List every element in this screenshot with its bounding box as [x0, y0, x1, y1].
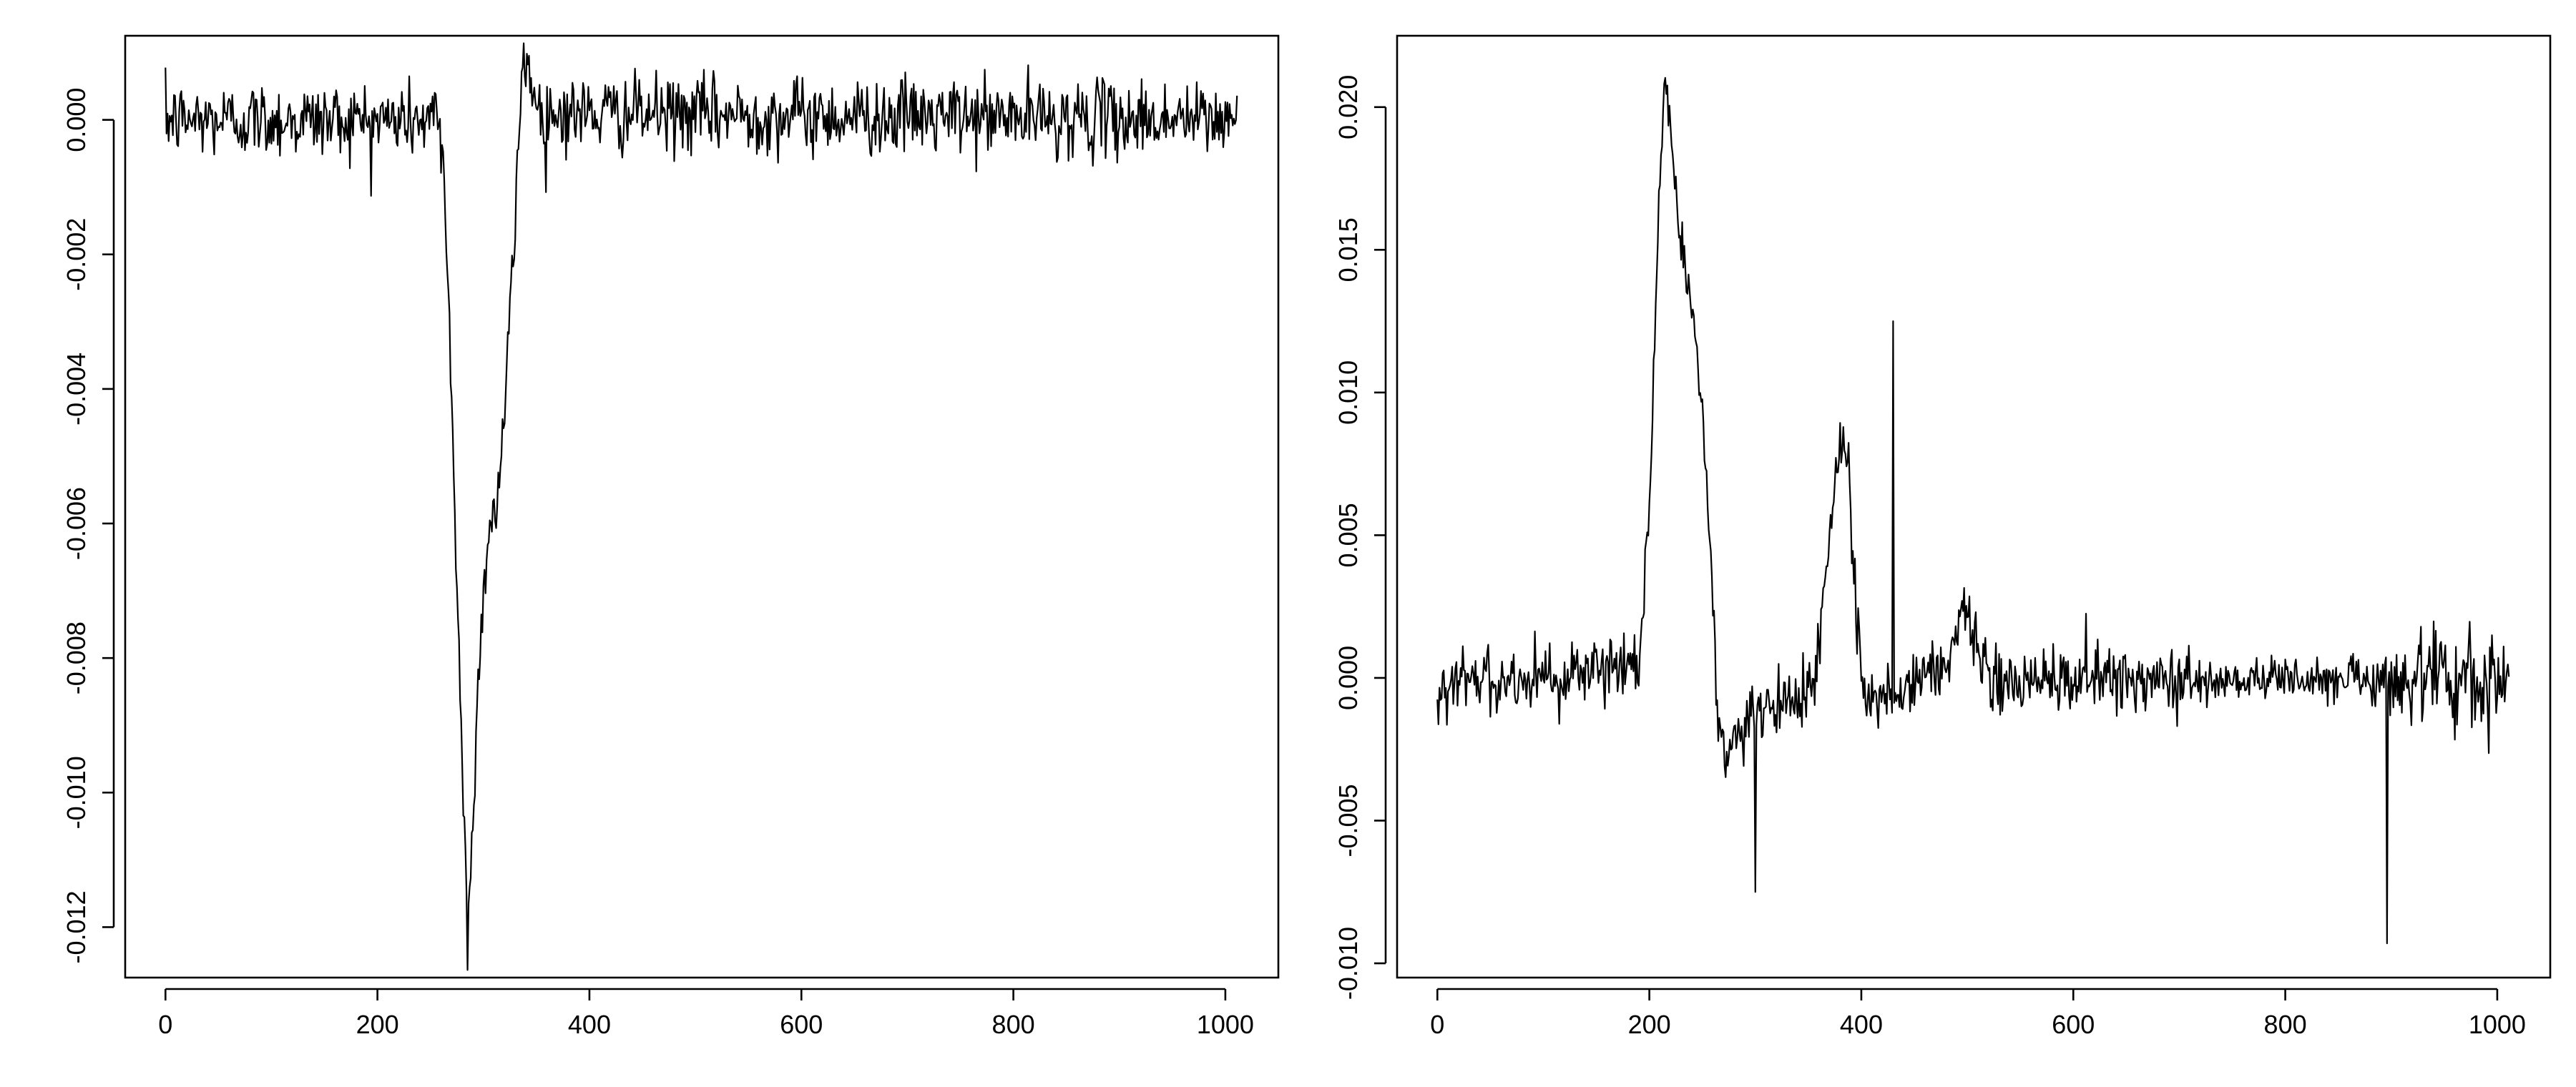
y-tick-label: 0.015	[1333, 217, 1363, 282]
x-tick-label: 200	[356, 1010, 399, 1039]
y-tick-label: 0.010	[1333, 360, 1363, 425]
y-tick-label: -0.005	[1333, 784, 1363, 857]
y-tick-label: 0.020	[1333, 75, 1363, 139]
series-line	[1436, 77, 2510, 945]
x-tick-label: 1000	[1197, 1010, 1254, 1039]
y-tick-label: 0.005	[1333, 503, 1363, 567]
y-tick-label: 0.000	[62, 88, 91, 152]
x-tick-label: 400	[568, 1010, 611, 1039]
plot-frame	[1396, 34, 2552, 979]
y-tick-label: -0.002	[62, 218, 91, 291]
x-tick-label: 800	[992, 1010, 1035, 1039]
plot-frame	[124, 34, 1280, 979]
chart-panel-2: 0 200 400 600 800 1000 0.000 0.005 0.010 0.015 0.0…	[1333, 34, 2552, 1039]
y-tick-label: -0.012	[62, 890, 91, 963]
x-tick-label: 0	[1430, 1010, 1444, 1039]
y-tick-label: -0.004	[62, 353, 91, 426]
x-tick-label: 200	[1628, 1010, 1671, 1039]
chart-panels: 0 200 400 600 800 1000 0.000 -0.002 -0.004 -0.006…	[62, 34, 2552, 1039]
x-tick-label: 0	[158, 1010, 172, 1039]
y-tick-label: -0.006	[62, 487, 91, 560]
x-tick-label: 800	[2264, 1010, 2307, 1039]
y-tick-label: -0.008	[62, 621, 91, 694]
x-tick-label: 600	[780, 1010, 823, 1039]
x-tick-label: 400	[1840, 1010, 1883, 1039]
chart-panel-1: 0 200 400 600 800 1000 0.000 -0.002 -0.004 -0.006…	[62, 34, 1280, 1039]
x-tick-label: 600	[2052, 1010, 2095, 1039]
y-tick-label: 0.000	[1333, 646, 1363, 710]
y-tick-label: -0.010	[1333, 927, 1363, 1000]
y-tick-label: -0.010	[62, 756, 91, 829]
series-line	[165, 42, 1238, 971]
x-tick-label: 1000	[2469, 1010, 2526, 1039]
